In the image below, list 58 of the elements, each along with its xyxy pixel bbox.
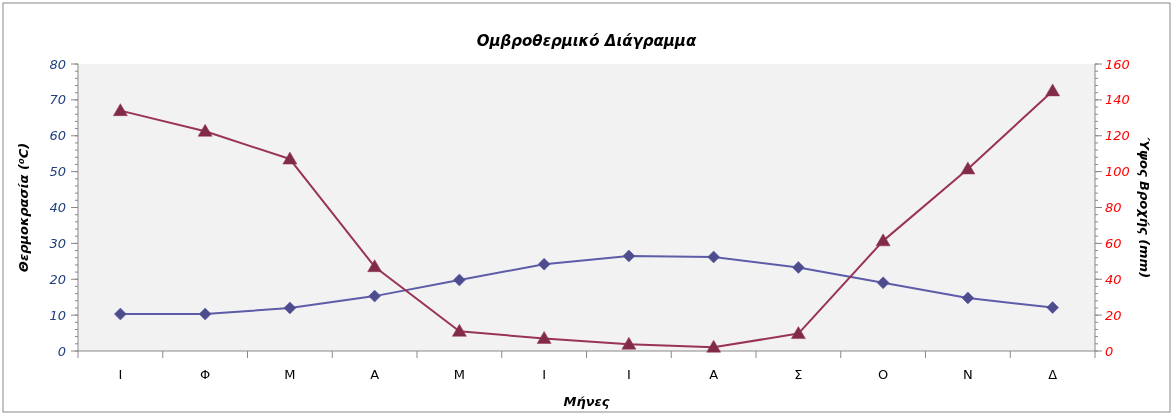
y-tick-label: 40 [49,200,66,216]
y-axis-title: Θερμοκρασία (⁰C) [16,142,31,273]
x-tick-label: Ι [542,367,547,382]
y2-tick-label: 80 [1105,200,1122,216]
x-tick-label: Δ [1048,367,1058,382]
y2-tick-label: 160 [1105,56,1130,72]
point [197,124,213,137]
point [536,331,552,344]
chart-title: Ομβροθερμικό Διάγραμμα [476,32,697,50]
point [792,261,805,274]
x-tick-label: Ο [878,367,889,382]
x-tick-label: Α [370,367,380,382]
y-tick-label: 30 [49,235,66,251]
point [960,161,976,175]
x-tick-label: Μ [453,367,465,382]
x-tick-label: Ν [963,367,973,382]
y2-tick-label: 60 [1105,235,1122,251]
x-tick-label: Ι [118,367,123,382]
point [453,273,466,287]
point [622,249,636,263]
x-axis-title: Μήνες [563,394,610,409]
point [114,307,127,321]
y2-tick-label: 120 [1105,128,1130,144]
point [875,233,891,247]
point [1046,301,1059,314]
point [113,103,128,116]
y2-tick-label: 20 [1105,307,1122,323]
point [876,276,890,290]
y-tick-label: 60 [49,128,66,144]
point [1045,83,1060,97]
y-tick-label: 10 [49,307,66,323]
point [621,336,637,350]
x-tick-label: Μ [284,367,296,382]
x-tick-label: Α [709,367,719,382]
y2-tick-label: 140 [1105,92,1130,108]
point [367,259,382,272]
y2-tick-label: 40 [1105,271,1122,287]
x-tick-label: Σ [794,367,803,382]
y-tick-label: 80 [49,56,66,72]
point [537,257,551,271]
point [706,339,721,353]
y-tick-label: 50 [49,164,66,180]
x-tick-label: Φ [200,367,211,382]
y2-tick-label: 0 [1105,343,1114,359]
x-tick-label: Ι [626,367,631,382]
y-tick-label: 20 [49,271,66,287]
point [791,326,806,339]
point [452,324,467,337]
y2-tick-label: 100 [1105,164,1130,180]
point [368,289,381,303]
point [282,151,298,165]
y2-axis-title: Ύψος Βροχής (mm) [1137,136,1152,279]
point [961,291,975,305]
point [283,301,297,315]
point [707,250,720,264]
y-tick-label: 0 [57,343,66,359]
y-tick-label: 70 [49,92,66,108]
point [198,307,212,321]
